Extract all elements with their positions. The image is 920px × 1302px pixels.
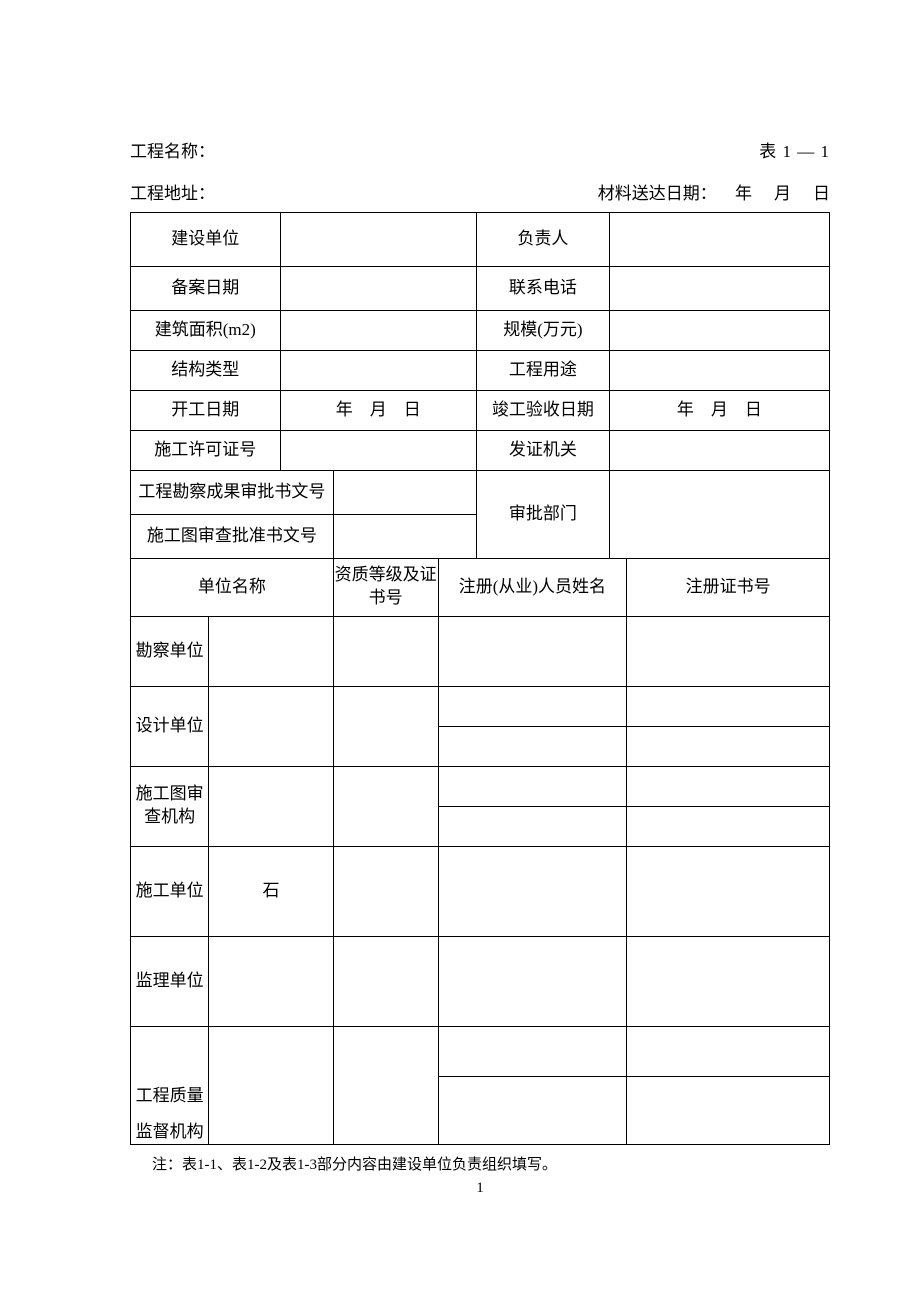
value-start-date: 年 月 日 xyxy=(280,390,476,430)
value-survey-unit-person xyxy=(438,616,627,686)
value-review-qual xyxy=(333,766,438,846)
value-supervise-name xyxy=(209,936,333,1026)
value-scale xyxy=(609,310,829,350)
value-filing-date xyxy=(280,266,476,310)
label-survey-unit: 勘察单位 xyxy=(131,616,209,686)
value-review-person-1 xyxy=(438,766,627,806)
label-phone: 联系电话 xyxy=(476,266,609,310)
value-review-cert-1 xyxy=(627,766,830,806)
delivery-date-block: 材料送达日期： 年 月 日 xyxy=(598,182,830,206)
project-name-label: 工程名称： xyxy=(130,140,215,164)
header-registration-cert: 注册证书号 xyxy=(627,558,830,616)
month-label: 月 xyxy=(774,182,791,206)
header-registered-person: 注册(从业)人员姓名 xyxy=(438,558,627,616)
value-construction-unit xyxy=(280,212,476,266)
value-completion-date: 年 月 日 xyxy=(609,390,829,430)
value-construct-cert xyxy=(627,846,830,936)
year-label: 年 xyxy=(735,182,752,206)
value-design-unit-person-1 xyxy=(438,686,627,726)
label-usage: 工程用途 xyxy=(476,350,609,390)
table-number: 表 1 — 1 xyxy=(759,140,830,164)
label-scale: 规模(万元) xyxy=(476,310,609,350)
value-supervise-qual xyxy=(333,936,438,1026)
value-review-person-2 xyxy=(438,806,627,846)
value-phone xyxy=(609,266,829,310)
header-line-1: 工程名称： 表 1 — 1 xyxy=(130,140,830,164)
value-design-unit-person-2 xyxy=(438,726,627,766)
label-person-in-charge: 负责人 xyxy=(476,212,609,266)
label-issuer: 发证机关 xyxy=(476,430,609,470)
label-start-date: 开工日期 xyxy=(131,390,281,430)
label-quality-org-2: 监督机构 xyxy=(131,1116,209,1144)
label-drawing-approval-no: 施工图审查批准书文号 xyxy=(131,514,334,558)
day-label: 日 xyxy=(813,182,830,206)
value-survey-approval-no xyxy=(333,470,476,514)
registration-form-table: 建设单位 负责人 备案日期 联系电话 建筑面积(m2) 规模(万元) 结构类型 … xyxy=(130,212,830,1145)
label-filing-date: 备案日期 xyxy=(131,266,281,310)
value-design-unit-cert-1 xyxy=(627,686,830,726)
label-area: 建筑面积(m2) xyxy=(131,310,281,350)
value-supervise-cert xyxy=(627,936,830,1026)
label-design-unit: 设计单位 xyxy=(131,686,209,766)
value-usage xyxy=(609,350,829,390)
value-structure-type xyxy=(280,350,476,390)
value-quality-person-1 xyxy=(438,1026,627,1076)
label-completion-date: 竣工验收日期 xyxy=(476,390,609,430)
value-quality-name xyxy=(209,1026,333,1144)
value-design-unit-qual xyxy=(333,686,438,766)
value-drawing-approval-no xyxy=(333,514,476,558)
delivery-date-label: 材料送达日期： xyxy=(598,184,717,203)
header-qualification: 资质等级及证书号 xyxy=(333,558,438,616)
value-area xyxy=(280,310,476,350)
value-quality-cert-2 xyxy=(627,1076,830,1144)
value-permit-no xyxy=(280,430,476,470)
value-design-unit-cert-2 xyxy=(627,726,830,766)
value-quality-cert-1 xyxy=(627,1026,830,1076)
label-permit-no: 施工许可证号 xyxy=(131,430,281,470)
label-quality-org-1: 工程质量 xyxy=(131,1026,209,1116)
label-drawing-review-org: 施工图审查机构 xyxy=(131,766,209,846)
page-number: 1 xyxy=(130,1180,830,1197)
label-structure-type: 结构类型 xyxy=(131,350,281,390)
header-line-2: 工程地址： 材料送达日期： 年 月 日 xyxy=(130,182,830,206)
label-construction-unit: 建设单位 xyxy=(131,212,281,266)
footnote: 注：表1-1、表1-2及表1-3部分内容由建设单位负责组织填写。 xyxy=(130,1153,830,1174)
value-person-in-charge xyxy=(609,212,829,266)
value-construct-name: 石 xyxy=(209,846,333,936)
value-quality-person-2 xyxy=(438,1076,627,1144)
value-design-unit-name xyxy=(209,686,333,766)
value-supervise-person xyxy=(438,936,627,1026)
value-review-cert-2 xyxy=(627,806,830,846)
value-survey-unit-name xyxy=(209,616,333,686)
label-approval-dept: 审批部门 xyxy=(476,470,609,558)
value-construct-person xyxy=(438,846,627,936)
project-address-label: 工程地址： xyxy=(130,182,215,206)
label-survey-approval-no: 工程勘察成果审批书文号 xyxy=(131,470,334,514)
value-survey-unit-qual xyxy=(333,616,438,686)
label-construction-unit-2: 施工单位 xyxy=(131,846,209,936)
value-survey-unit-cert xyxy=(627,616,830,686)
value-review-name xyxy=(209,766,333,846)
value-issuer xyxy=(609,430,829,470)
value-approval-dept xyxy=(609,470,829,558)
value-quality-qual xyxy=(333,1026,438,1144)
header-unit-name: 单位名称 xyxy=(131,558,334,616)
value-construct-qual xyxy=(333,846,438,936)
label-supervise-unit: 监理单位 xyxy=(131,936,209,1026)
